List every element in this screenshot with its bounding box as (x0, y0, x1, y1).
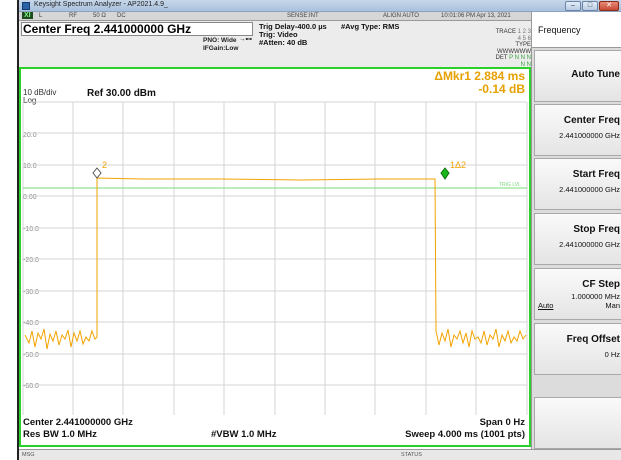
spectrum-plot: TRIG LVL 2 1Δ2 (22, 101, 528, 415)
y-tick-label: -20.0 (23, 257, 39, 264)
freq-offset-softkey[interactable]: Freq Offset 0 Hz (534, 323, 621, 375)
vbw-readout: #VBW 1.0 MHz (211, 429, 277, 440)
res-bw-readout: Res BW 1.0 MHz (23, 429, 97, 440)
left-frame (0, 0, 19, 460)
status-item-impedance: 50 Ω (93, 13, 106, 19)
window-title: Keysight Spectrum Analyzer - AP2021.4.9_ (34, 1, 168, 8)
trace-numbers: 1 2 3 4 5 6 (517, 29, 531, 42)
close-button[interactable]: ✕ (599, 1, 619, 11)
marker-delta-amplitude: -0.14 dB (478, 82, 525, 96)
marker-1-delta-label: 1Δ2 (450, 160, 466, 170)
pno-label: PNO: Wide (203, 37, 237, 44)
avg-type: #Avg Type: RMS (341, 22, 400, 31)
softkey-panel: Frequency Auto Tune Center Freq 2.441000… (531, 12, 621, 449)
marker-2-label: 2 (102, 160, 107, 170)
scale-label: 10 dB/div Log (23, 88, 57, 105)
trace-detector: P N N N N N (509, 55, 531, 68)
status-item-sense: SENSE:INT (287, 13, 319, 19)
ref-level: Ref 30.00 dBm (87, 88, 156, 99)
ifgain-label: IFGain:Low (203, 45, 239, 52)
cf-step-man-option[interactable]: Man (605, 301, 620, 310)
trig-level-label: TRIG LVL (499, 182, 521, 188)
trig-source: Trig: Video (259, 30, 298, 39)
cf-step-softkey[interactable]: CF Step 1.000000 MHz Auto Man (534, 268, 621, 320)
status-item-rf: RF (69, 13, 77, 19)
status-item-coupling: DC (117, 13, 126, 19)
trace-indicator: TRACE 1 2 3 4 5 6 TYPE WWWWWW DET P N N … (495, 29, 531, 68)
marker-1-delta-icon (440, 167, 450, 180)
span-readout: Span 0 Hz (479, 417, 525, 428)
y-tick-label: -40.0 (23, 320, 39, 327)
x-logo: XI (22, 12, 33, 19)
center-freq-readout: Center 2.441000000 GHz (23, 417, 133, 428)
trig-delay: Trig Delay-400.0 µs (259, 22, 327, 31)
y-tick-label: -30.0 (23, 289, 39, 296)
y-tick-label: -10.0 (23, 226, 39, 233)
attenuation: #Atten: 40 dB (259, 38, 308, 47)
y-tick-label: -50.0 (23, 352, 39, 359)
msg-label: MSG (22, 452, 35, 458)
y-tick-label: -60.0 (23, 383, 39, 390)
maximize-button[interactable]: □ (582, 1, 598, 11)
pno-arrow-icon: →⊷ (239, 36, 252, 43)
status-item-l: L (39, 13, 43, 19)
stop-freq-softkey[interactable]: Stop Freq 2.441000000 GHz (534, 213, 621, 265)
softkey-menu-title: Frequency (532, 12, 621, 48)
center-freq-softkey[interactable]: Center Freq 2.441000000 GHz (534, 104, 621, 156)
marker-delta-time: ΔMkr1 2.884 ms (434, 69, 525, 83)
center-freq-title[interactable]: Center Freq 2.441000000 GHz (21, 22, 253, 36)
marker-2-icon (92, 167, 102, 179)
status-item-datetime: 10:01:06 PM Apr 13, 2021 (441, 13, 511, 19)
cf-step-auto-option[interactable]: Auto (538, 301, 554, 310)
start-freq-softkey[interactable]: Start Freq 2.441000000 GHz (534, 158, 621, 210)
marker-readout: ΔMkr1 2.884 ms -0.14 dB (434, 70, 525, 96)
app-icon (22, 2, 30, 10)
title-bar: Keysight Spectrum Analyzer - AP2021.4.9_… (19, 0, 621, 12)
sweep-readout: Sweep 4.000 ms (1001 pts) (405, 429, 525, 440)
grid-lines (22, 101, 528, 415)
info-bar: Center Freq 2.441000000 GHz PNO: Wide →⊷… (19, 21, 531, 68)
trace-1 (24, 177, 527, 350)
status-label: STATUS (401, 452, 422, 458)
y-tick-label: 10.0 (23, 163, 37, 170)
trace-type: WWWWWW (497, 48, 531, 55)
status-item-align: ALIGN AUTO (383, 13, 419, 19)
status-row: XI L RF 50 Ω DC SENSE:INT ALIGN AUTO 10:… (19, 12, 531, 21)
auto-tune-softkey[interactable]: Auto Tune (534, 50, 621, 102)
y-tick-label: 0.00 (23, 194, 37, 201)
blank-softkey[interactable] (534, 397, 621, 449)
graticule-panel[interactable]: ΔMkr1 2.884 ms -0.14 dB 10 dB/div Log Re… (19, 67, 531, 447)
minimize-button[interactable]: – (565, 1, 581, 11)
message-bar: MSG STATUS (19, 449, 621, 460)
y-tick-label: 20.0 (23, 132, 37, 139)
